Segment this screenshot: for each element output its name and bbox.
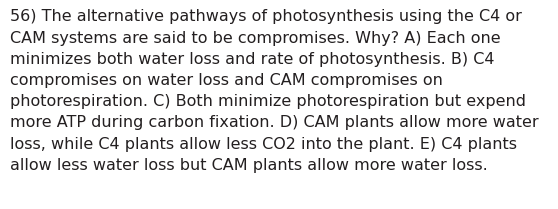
Text: 56) The alternative pathways of photosynthesis using the C4 or
CAM systems are s: 56) The alternative pathways of photosyn…: [9, 9, 538, 173]
